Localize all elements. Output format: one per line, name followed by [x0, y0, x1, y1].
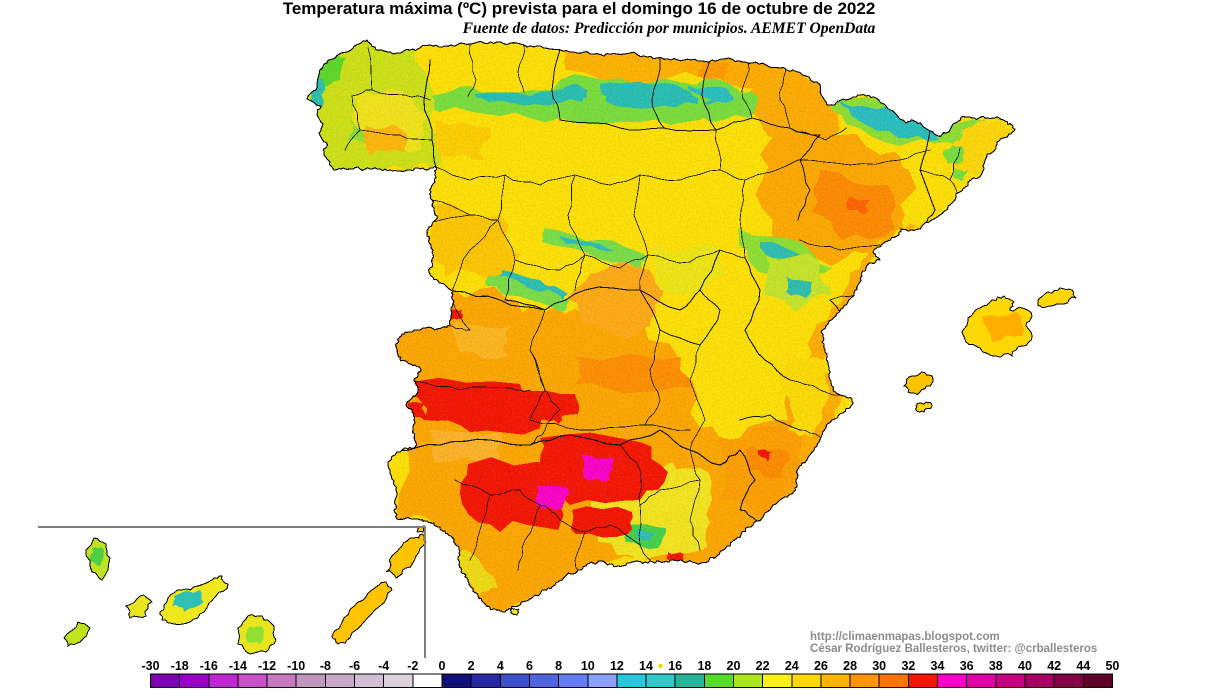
- svg-text:12: 12: [610, 659, 624, 673]
- svg-text:4: 4: [497, 659, 504, 673]
- svg-text:-10: -10: [287, 659, 305, 673]
- svg-text:-4: -4: [378, 659, 389, 673]
- svg-text:6: 6: [526, 659, 533, 673]
- svg-text:24: 24: [785, 659, 799, 673]
- svg-text:-30: -30: [141, 659, 159, 673]
- svg-text:18: 18: [697, 659, 711, 673]
- svg-text:14: 14: [639, 659, 653, 673]
- svg-text:Temperatura máxima (ºC) previs: Temperatura máxima (ºC) prevista para el…: [283, 0, 876, 18]
- svg-text:César Rodríguez Ballesteros, t: César Rodríguez Ballesteros, twitter: @c…: [810, 643, 1097, 655]
- svg-text:8: 8: [555, 659, 562, 673]
- svg-text:-12: -12: [258, 659, 276, 673]
- svg-text:Fuente de datos: Predicción po: Fuente de datos: Predicción por municipi…: [462, 20, 876, 37]
- svg-text:32: 32: [901, 659, 915, 673]
- svg-text:50: 50: [1105, 659, 1119, 673]
- svg-text:22: 22: [756, 659, 770, 673]
- svg-text:0: 0: [439, 659, 446, 673]
- svg-text:36: 36: [960, 659, 974, 673]
- svg-text:-14: -14: [229, 659, 247, 673]
- svg-text:28: 28: [843, 659, 857, 673]
- svg-text:2: 2: [468, 659, 475, 673]
- svg-text:42: 42: [1047, 659, 1061, 673]
- svg-text:30: 30: [872, 659, 886, 673]
- svg-text:http://climaenmapas.blogspot.c: http://climaenmapas.blogspot.com: [810, 631, 1000, 643]
- svg-text:16: 16: [668, 659, 682, 673]
- svg-text:34: 34: [931, 659, 945, 673]
- svg-text:20: 20: [727, 659, 741, 673]
- svg-text:26: 26: [814, 659, 828, 673]
- svg-text:10: 10: [581, 659, 595, 673]
- svg-text:-2: -2: [407, 659, 418, 673]
- svg-text:38: 38: [989, 659, 1003, 673]
- svg-text:-8: -8: [320, 659, 331, 673]
- svg-text:-6: -6: [349, 659, 360, 673]
- svg-text:-16: -16: [200, 659, 218, 673]
- svg-text:40: 40: [1018, 659, 1032, 673]
- svg-text:-18: -18: [171, 659, 189, 673]
- svg-text:44: 44: [1076, 659, 1090, 673]
